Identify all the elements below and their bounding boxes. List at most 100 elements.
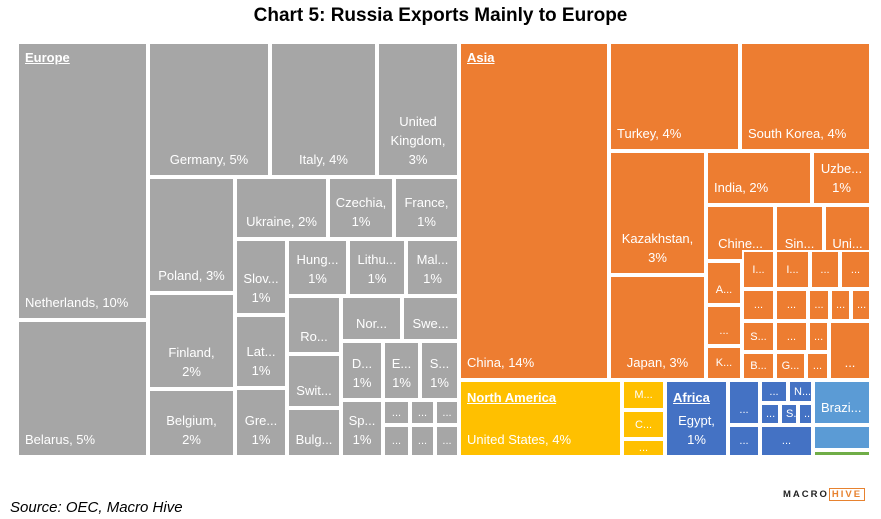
tile-dots: ...	[840, 250, 871, 289]
tile-label: ...	[781, 435, 792, 447]
tile-dots: ...	[760, 380, 788, 403]
tile-swit: Swit...	[287, 354, 341, 408]
tile-gre: Gre... 1%	[235, 388, 287, 457]
tile-label: ...	[391, 435, 402, 447]
tile-c: C...	[622, 410, 665, 439]
tile-label: Uni...	[832, 236, 863, 251]
tile-label: ...	[739, 435, 749, 447]
tile-label: Hung... 1%	[296, 252, 339, 286]
tile-label: Brazi...	[821, 400, 862, 415]
tile-label: Poland, 3%	[158, 268, 225, 283]
tile-label: ...	[812, 360, 823, 372]
tile-label: ...	[766, 408, 776, 420]
tile-label: Nor...	[355, 316, 388, 331]
tile-label: Ukraine, 2%	[246, 214, 317, 229]
tile-egypt: Egypt, 1%	[665, 380, 728, 457]
tile-d: D... 1%	[341, 341, 383, 400]
tile-label: ...	[814, 330, 824, 343]
tile-label: ...	[804, 408, 813, 420]
tile-label: S...	[750, 330, 767, 343]
tile-s: S... 1%	[420, 341, 459, 400]
tile-dots: ...	[808, 321, 829, 352]
tile-label: ...	[814, 299, 824, 311]
tile-label: Slov... 1%	[243, 271, 279, 305]
tile-m: M...	[622, 380, 665, 410]
tile-label: I...	[752, 263, 765, 276]
tile-label: Swit...	[296, 383, 332, 398]
tile-b: B...	[742, 352, 775, 380]
tile-dots: ...	[851, 289, 871, 321]
tile-label: ...	[850, 263, 861, 276]
tile-label: ...	[417, 406, 428, 419]
tile-label: Swe...	[412, 316, 449, 331]
tile-label: Japan, 3%	[626, 355, 689, 370]
tile-g: G...	[775, 352, 806, 380]
tile-s2: S...	[742, 321, 775, 352]
tile-dots: ...	[383, 400, 410, 425]
tile-india: India, 2%	[706, 151, 812, 205]
tile-label: Finland, 2%	[168, 345, 215, 379]
tile-label: India, 2%	[714, 180, 769, 195]
source-note: Source: OEC, Macro Hive	[10, 499, 183, 516]
tile-dots: ...	[830, 289, 851, 321]
tile-label: Lat... 1%	[246, 344, 276, 378]
tile-sp: Sp... 1%	[341, 400, 383, 457]
tile-label: Belarus, 5%	[25, 432, 96, 447]
tile-dots: ...	[435, 400, 459, 425]
tile-label: D... 1%	[351, 356, 373, 390]
tile-label: Chine...	[718, 236, 763, 251]
tile-france: France, 1%	[394, 177, 459, 239]
tile-label: Lithu... 1%	[357, 252, 397, 286]
tile-china: China, 14%	[459, 42, 609, 380]
tile-label: ...	[786, 299, 797, 311]
tile-label: Netherlands, 10%	[25, 295, 129, 310]
tile-e: E... 1%	[383, 341, 420, 400]
tile-ukraine: Ukraine, 2%	[235, 177, 328, 239]
tile-label: ...	[786, 330, 797, 343]
tile-dots: ...	[760, 403, 780, 425]
tile-unlabeled	[813, 425, 871, 450]
tile-label: ...	[769, 385, 779, 398]
tile-label: ...	[442, 435, 452, 447]
tile-label: Czechia, 1%	[335, 195, 387, 229]
tile-swe: Swe...	[402, 296, 459, 341]
tile-hung: Hung... 1%	[287, 239, 348, 296]
tile-mal: Mal... 1%	[406, 239, 459, 296]
tile-label: E... 1%	[391, 356, 412, 390]
tile-netherlands: Netherlands, 10%	[17, 42, 148, 320]
tile-label: ...	[836, 299, 846, 311]
tile-label: A...	[715, 284, 733, 296]
tile-southkorea: South Korea, 4%	[740, 42, 871, 151]
tile-label: China, 14%	[467, 355, 535, 370]
tile-turkey: Turkey, 4%	[609, 42, 740, 151]
tile-s3: S...	[780, 403, 798, 425]
tile-label: N...	[794, 385, 812, 398]
tile-label: S... 1%	[429, 356, 450, 390]
tile-unlabeled	[813, 450, 871, 457]
tile-label: United States, 4%	[467, 432, 572, 447]
tile-label: Sin...	[784, 236, 815, 251]
tile-uzbe: Uzbe... 1%	[812, 151, 871, 205]
tile-label: B...	[750, 360, 767, 372]
tile-i: I...	[775, 250, 810, 289]
tile-label: United Kingdom, 3%	[390, 114, 446, 167]
tile-label: ...	[719, 325, 729, 337]
tile-brazi: Brazi...	[813, 380, 871, 425]
tile-ro: Ro...	[287, 296, 341, 354]
tile-dots: ...	[383, 425, 410, 457]
tile-lithu: Lithu... 1%	[348, 239, 406, 296]
tile-label: C...	[634, 418, 653, 431]
tile-label: ...	[417, 435, 428, 447]
tile-label: ...	[442, 406, 452, 419]
tile-dots: ...	[622, 439, 665, 457]
tile-bulg: Bulg...	[287, 408, 341, 457]
tile-italy: Italy, 4%	[270, 42, 377, 177]
tile-dots: ...	[775, 321, 808, 352]
tile-label: Kazakhstan, 3%	[621, 231, 694, 265]
tile-label: Uzbe... 1%	[820, 161, 863, 195]
tile-label: Gre... 1%	[244, 413, 278, 447]
tile-label: Italy, 4%	[299, 152, 348, 167]
tile-label: M...	[634, 389, 653, 401]
tile-nor: Nor...	[341, 296, 402, 341]
